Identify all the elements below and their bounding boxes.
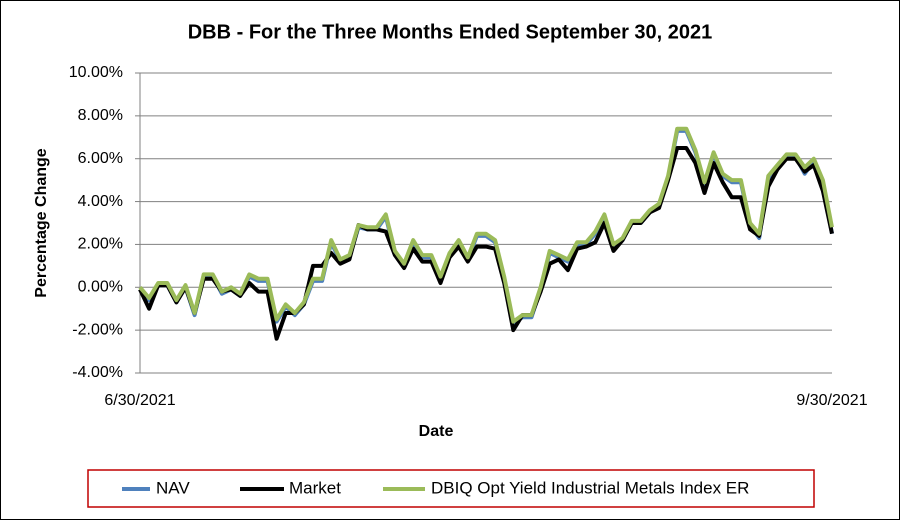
legend-label: DBIQ Opt Yield Industrial Metals Index E… [431,478,749,497]
legend-label: Market [289,478,341,497]
series-line [138,146,834,341]
y-tick-label: -4.00% [72,364,123,381]
y-tick-label: -2.00% [72,321,123,338]
x-tick-label: 6/30/2021 [104,392,175,409]
y-tick-label: 2.00% [78,236,123,253]
y-tick-label: 10.00% [69,64,123,81]
legend-box [87,469,815,508]
y-tick-label: 6.00% [78,150,123,167]
y-axis-label: Percentage Change [33,148,50,297]
series-line [138,126,834,324]
x-axis-label: Date [419,423,454,440]
y-tick-label: 8.00% [78,107,123,124]
chart-title: DBB - For the Three Months Ended Septemb… [188,21,713,43]
legend-label: NAV [156,478,190,497]
y-tick-label: 4.00% [78,193,123,210]
x-tick-label: 9/30/2021 [796,392,867,409]
y-tick-label: 0.00% [78,279,123,296]
